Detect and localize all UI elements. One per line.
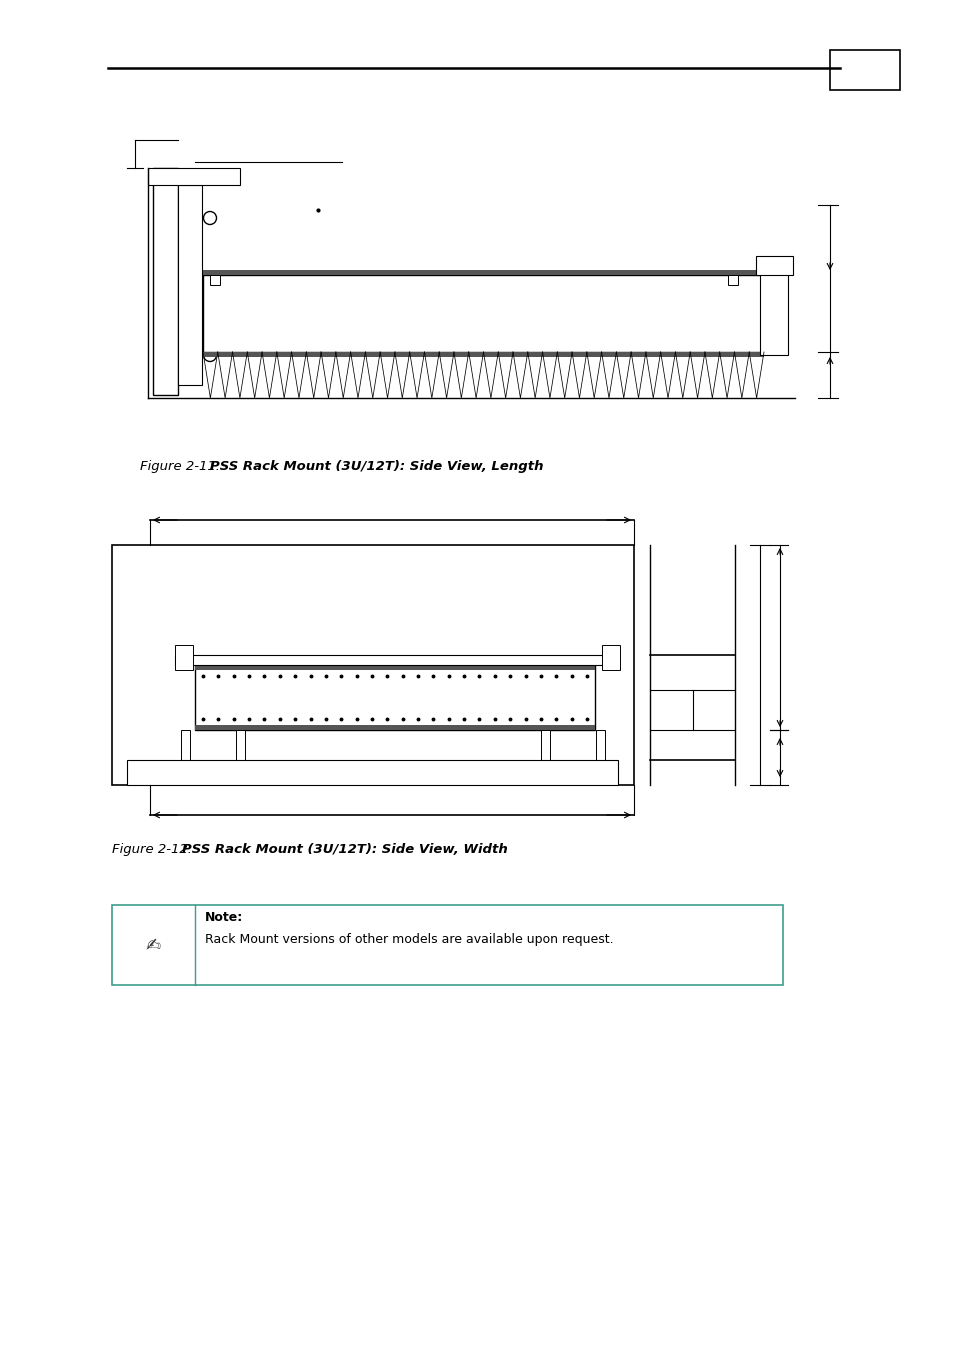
Text: ✍: ✍ — [145, 936, 160, 954]
Text: Figure 2-11:: Figure 2-11: — [140, 459, 224, 473]
Bar — [194, 665, 595, 670]
Bar — [152, 168, 178, 394]
Bar — [174, 644, 193, 670]
Bar — [210, 276, 220, 285]
Bar — [540, 730, 550, 785]
Bar — [596, 730, 604, 785]
Text: PSS Rack Mount (3U/12T): Side View, Width: PSS Rack Mount (3U/12T): Side View, Widt… — [182, 843, 507, 857]
Text: Figure 2-12:: Figure 2-12: — [112, 843, 196, 857]
Bar — [148, 168, 240, 185]
Bar — [727, 276, 738, 285]
Bar — [755, 255, 792, 276]
Bar — [112, 544, 634, 785]
Bar — [829, 50, 899, 91]
Text: Rack Mount versions of other models are available upon request.: Rack Mount versions of other models are … — [205, 934, 613, 946]
Bar — [194, 665, 595, 730]
Circle shape — [203, 212, 216, 224]
Bar — [178, 185, 202, 385]
Bar — [127, 761, 618, 785]
Bar — [760, 265, 787, 355]
Bar — [601, 644, 619, 670]
Bar — [112, 905, 782, 985]
Bar — [194, 724, 595, 730]
Text: Note:: Note: — [205, 911, 243, 924]
Circle shape — [203, 349, 216, 362]
Text: PSS Rack Mount (3U/12T): Side View, Length: PSS Rack Mount (3U/12T): Side View, Leng… — [210, 459, 543, 473]
Bar — [235, 730, 245, 785]
Bar — [203, 276, 763, 353]
Bar — [203, 353, 763, 357]
Bar — [181, 730, 190, 785]
Bar — [174, 655, 615, 665]
Bar — [203, 270, 763, 276]
